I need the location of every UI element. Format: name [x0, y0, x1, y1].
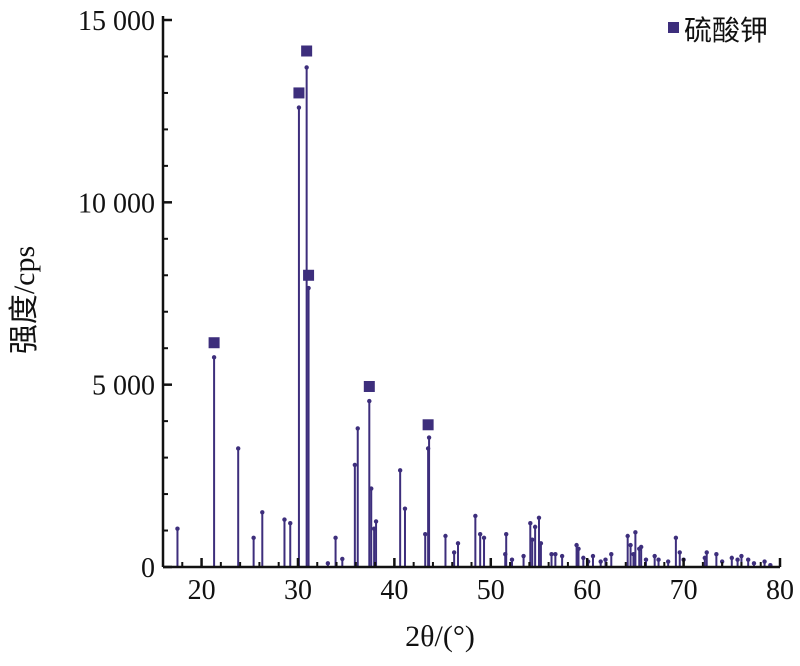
legend-square-marker [668, 22, 679, 33]
peak-dot [296, 105, 302, 110]
peak-dot [325, 561, 331, 566]
peak-dot [333, 535, 338, 541]
legend-label: 硫酸钾 [684, 14, 768, 47]
x-tick-label: 40 [380, 575, 408, 606]
peak-dot [677, 550, 682, 555]
peak-dot [373, 519, 379, 524]
peak-dot [509, 557, 515, 562]
x-tick-label: 80 [766, 575, 794, 606]
peak-dot [656, 557, 661, 562]
peak-dot [739, 553, 744, 559]
y-tick-label: 5 000 [92, 371, 155, 402]
peak-dot [536, 515, 542, 520]
peak-dot [473, 513, 478, 519]
phase-marker-square [208, 337, 220, 349]
y-tick-label: 0 [141, 553, 155, 584]
peak-dot [673, 535, 679, 541]
peak-dot [652, 553, 657, 559]
legend: 硫酸钾 [668, 14, 768, 47]
peak-dot [553, 552, 558, 557]
y-tick-label: 10 000 [78, 188, 155, 219]
x-tick-label: 70 [670, 575, 698, 606]
peak-dot [504, 531, 509, 537]
peak-dot [367, 398, 372, 404]
peak-dot [306, 285, 311, 291]
peak-dot [477, 531, 483, 537]
peak-dot [532, 524, 538, 530]
peak-dot [704, 550, 709, 555]
peak-dot [603, 557, 608, 562]
peak-dot [609, 552, 614, 557]
peak-dot [719, 559, 725, 564]
peak-dot [455, 541, 461, 546]
peak-dot [590, 553, 596, 559]
axis-ticks [163, 18, 782, 569]
peak-dot [340, 556, 345, 562]
peak-dot [628, 542, 633, 548]
stem-lines [175, 65, 773, 568]
peak-dot [251, 535, 256, 541]
peak-dot [304, 65, 309, 70]
x-axis-title: 2θ/(°) [405, 620, 475, 653]
x-tick-label: 60 [573, 575, 601, 606]
peak-dot [751, 561, 757, 566]
peak-dot [528, 521, 533, 526]
peak-dot [574, 542, 579, 548]
peak-dot [521, 553, 526, 559]
x-tick-label: 50 [477, 575, 505, 606]
peak-dot [260, 510, 265, 515]
phase-marker-square [293, 87, 305, 99]
peak-dot [352, 462, 358, 468]
phase-markers [208, 45, 434, 431]
phase-marker-square [422, 419, 434, 431]
phase-marker-square [363, 380, 375, 392]
x-tick-label: 30 [284, 575, 312, 606]
peak-dot [762, 559, 767, 564]
peak-dot [714, 552, 719, 557]
peak-dot [745, 557, 751, 562]
tick-labels: 0 5 000 10 000 15 000 20 30 40 50 60 70 80 [78, 6, 794, 606]
peak-dot [369, 486, 374, 491]
peak-dot [559, 553, 565, 559]
peak-dot [538, 541, 544, 546]
y-tick-label: 15 000 [78, 6, 155, 37]
peak-dot [402, 506, 408, 511]
x-tick-label: 20 [188, 575, 216, 606]
axes [161, 16, 780, 569]
peak-dot [397, 468, 403, 473]
peak-dot [665, 559, 671, 564]
peak-dot [735, 557, 740, 562]
peak-dot [625, 533, 630, 539]
peak-dot [426, 435, 432, 440]
peak-dot [443, 533, 448, 539]
peak-dot [549, 552, 554, 557]
peak-dot [355, 426, 360, 431]
peak-dot [282, 517, 287, 522]
peak-dot [581, 555, 586, 561]
peak-dot [235, 446, 241, 451]
phase-marker-square [303, 269, 315, 281]
peak-dot [481, 535, 487, 541]
y-axis-title: 强度/cps [8, 246, 41, 354]
peak-dot [211, 355, 217, 360]
peak-dot [638, 544, 644, 550]
peak-dot [175, 526, 180, 531]
peak-dot [451, 550, 457, 555]
peak-dot [530, 537, 535, 542]
phase-marker-square [301, 45, 313, 57]
peak-dot [729, 555, 734, 561]
peak-dot [643, 557, 649, 562]
peak-dot [423, 531, 428, 537]
peak-dot [598, 559, 603, 564]
peak-dot [576, 546, 581, 551]
peak-dot [633, 530, 638, 535]
peak-dot [288, 521, 293, 526]
